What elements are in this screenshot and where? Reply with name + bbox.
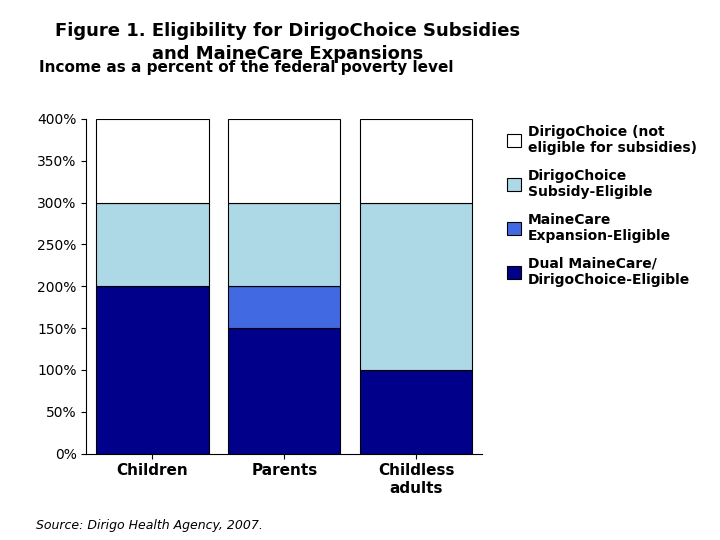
Bar [228, 119, 341, 202]
Bar [96, 119, 209, 202]
Bar [360, 202, 472, 370]
Legend: DirigoChoice (not
eligible for subsidies), DirigoChoice
Subsidy-Eligible, MaineC: DirigoChoice (not eligible for subsidies… [501, 119, 702, 293]
Text: Figure 1. Eligibility for DirigoChoice Subsidies
and MaineCare Expansions: Figure 1. Eligibility for DirigoChoice S… [55, 22, 521, 63]
Text: Income as a percent of the federal poverty level: Income as a percent of the federal pover… [39, 60, 454, 75]
Bar [228, 328, 341, 454]
Bar [96, 202, 209, 286]
Bar [96, 286, 209, 454]
Bar [228, 286, 341, 328]
Bar [228, 202, 341, 286]
Bar [360, 370, 472, 454]
Text: Source: Dirigo Health Agency, 2007.: Source: Dirigo Health Agency, 2007. [36, 519, 263, 532]
Bar [360, 119, 472, 202]
